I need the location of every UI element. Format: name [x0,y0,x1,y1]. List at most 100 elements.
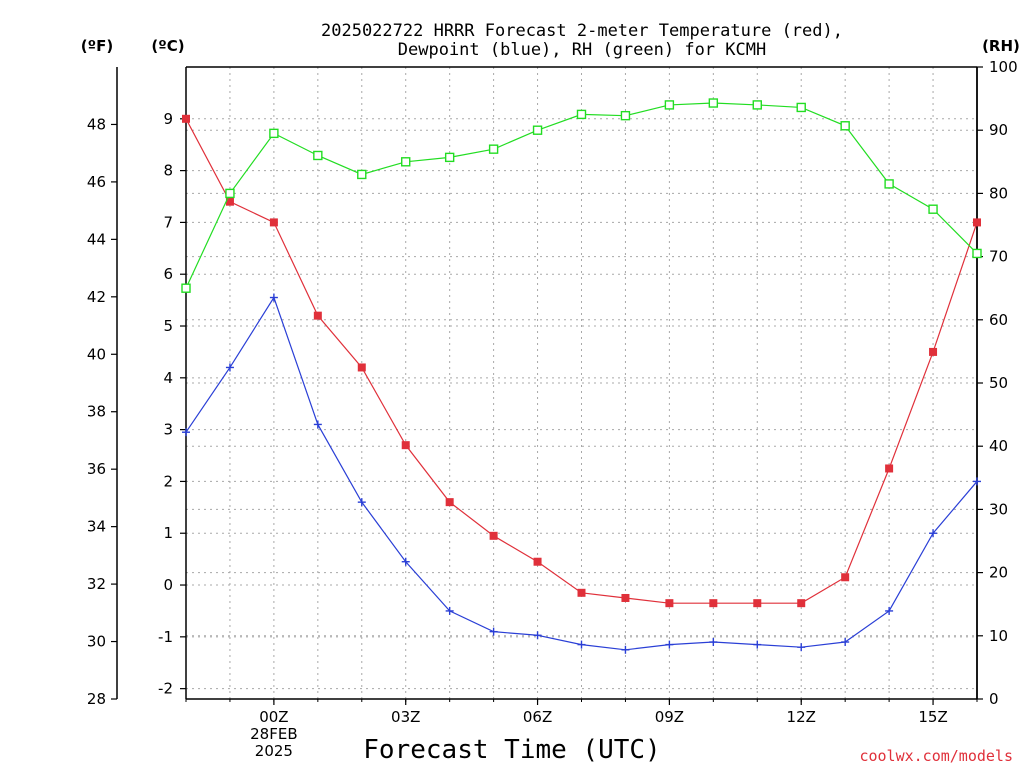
dewpoint-point [797,643,806,652]
fahrenheit-tick-label: 38 [87,403,106,421]
rh-tick-label: 50 [989,374,1008,392]
rh-point [488,144,499,154]
rh-tick-label: 70 [989,248,1008,266]
rh-point [401,157,411,167]
grid [185,67,978,699]
title-line-1: 2025022722 HRRR Forecast 2-meter Tempera… [321,21,843,41]
celsius-tick-label: -1 [158,628,173,646]
celsius-tick-label: 5 [163,317,173,335]
temperature-point [885,464,894,473]
x-tick-label: 03Z [391,708,420,726]
rh-point [225,188,235,199]
rh-point [664,100,675,110]
rh-point [796,102,806,113]
dewpoint-point [577,640,586,649]
celsius-tick-label: 3 [163,421,173,439]
dewpoint-point [357,498,366,507]
rh-tick-label: 80 [989,184,1008,202]
dewpoint-point [841,638,850,647]
dewpoint-point [753,640,762,649]
temperature-point [929,347,938,356]
dewpoint-point [621,645,630,654]
temperature-point [577,588,586,597]
celsius-tick-label: 0 [163,576,173,594]
rh-tick-label: 0 [989,690,999,708]
dewpoint-point [313,420,322,429]
celsius-tick-label: -2 [158,680,173,698]
dewpoint-point [665,640,674,649]
x-tick-label: 09Z [655,708,684,726]
celsius-tick-label: 2 [163,472,173,490]
rh-point [620,110,631,121]
x-tick-label: 12Z [787,708,816,726]
x-tick-label: 00Z [259,708,288,726]
dewpoint-point [533,631,542,640]
rh-point [840,121,850,131]
temperature-point [225,197,234,206]
rh-tick-label: 30 [989,500,1008,518]
rh-point [532,125,543,135]
dewpoint-point [489,627,498,636]
temperature-point [313,311,322,320]
fahrenheit-tick-label: 36 [87,460,106,478]
temperature-point [401,441,410,450]
series-layer [181,98,982,654]
dewpoint-point [885,606,894,615]
fahrenheit-tick-label: 40 [87,345,106,363]
celsius-tick-label: 1 [163,524,173,542]
temperature-point [621,593,630,602]
rh-point [357,169,367,180]
celsius-tick-label: 6 [163,265,173,283]
celsius-tick-label: 4 [163,369,173,387]
celsius-tick-label: 8 [163,162,173,180]
rh-tick-label: 100 [989,58,1018,76]
rh-point [972,248,982,259]
dewpoint-point [709,638,718,647]
temperature-point [841,573,850,582]
rh-tick-label: 90 [989,121,1008,139]
fahrenheit-tick-label: 32 [87,575,106,593]
fahrenheit-tick-label: 30 [87,633,106,651]
fahrenheit-tick-label: 28 [87,690,106,708]
rh-point [576,109,587,120]
temperature-point [533,557,542,566]
rh-tick-label: 20 [989,564,1008,582]
fahrenheit-tick-label: 48 [87,115,106,133]
temperature-point [665,599,674,608]
temperature-point [753,599,762,608]
axes: 2830323436384042444648-2-101234567890102… [87,58,1018,760]
rh-point [444,152,455,163]
temperature-point [182,114,190,123]
dewpoint-point [445,606,454,615]
rh-point [313,150,323,161]
rh-point [181,283,191,293]
unit-fahrenheit: (ºF) [81,37,113,55]
temperature-point [489,531,498,540]
dewpoint-point [973,477,981,486]
title-line-2: Dewpoint (blue), RH (green) for KCMH [398,40,766,60]
celsius-tick-label: 9 [163,110,173,128]
dewpoint-point [269,293,278,302]
fahrenheit-tick-label: 46 [87,173,106,191]
rh-tick-label: 10 [989,627,1008,645]
x-axis-label: Forecast Time (UTC) [363,735,660,765]
unit-celsius: (ºC) [151,37,184,55]
rh-tick-label: 40 [989,437,1008,455]
credit-text: coolwx.com/models [859,747,1013,765]
rh-point [708,98,719,108]
dewpoint-point [182,428,190,437]
temperature-point [357,363,366,372]
temperature-point [797,599,806,608]
fahrenheit-tick-label: 34 [87,518,106,536]
rh-point [884,179,894,189]
x-tick-label: 2025 [255,742,293,760]
temperature-point [445,498,454,507]
x-tick-label: 15Z [918,708,947,726]
unit-rh: (RH) [982,37,1020,55]
temperature-point [269,218,278,227]
temperature-point [709,599,718,608]
rh-point [269,128,279,139]
dewpoint-point [225,363,234,372]
fahrenheit-tick-label: 42 [87,288,106,306]
